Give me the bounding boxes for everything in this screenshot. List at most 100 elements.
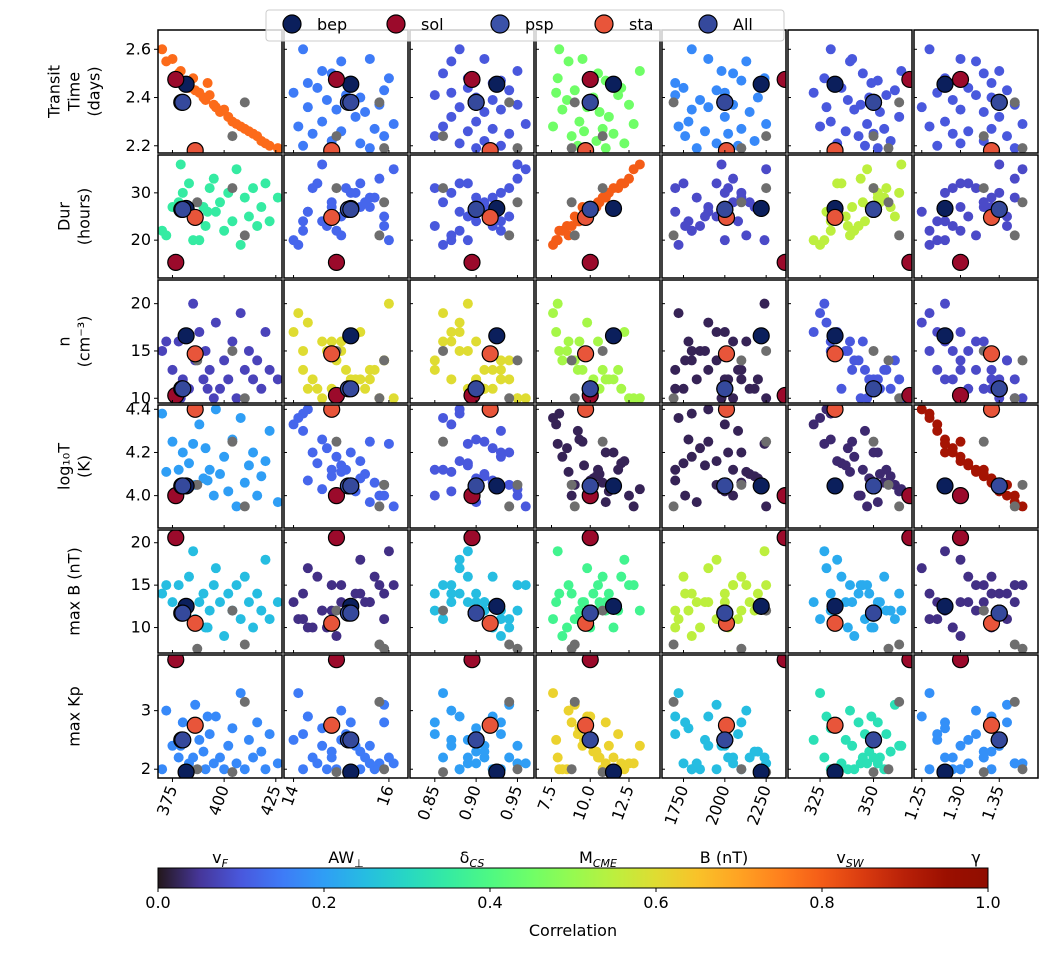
event-point [859, 140, 870, 151]
panel-frame [157, 404, 283, 529]
event-point [691, 192, 702, 203]
marker-All [581, 477, 599, 495]
event-point [881, 90, 892, 101]
excluded-point [192, 764, 203, 775]
event-point [563, 336, 574, 347]
event-point [471, 597, 482, 608]
event-point [552, 73, 563, 84]
event-point [210, 405, 221, 415]
event-point [619, 138, 630, 149]
event-point [188, 752, 199, 763]
marker-All [174, 731, 192, 749]
panel-2-6 [916, 298, 1028, 403]
event-point [552, 235, 563, 246]
excluded-point [504, 393, 515, 403]
event-point [836, 571, 847, 582]
panel-3-0 [158, 405, 282, 512]
panel-3-5 [808, 405, 912, 512]
event-point [994, 66, 1005, 76]
event-point [495, 355, 506, 366]
event-point [548, 614, 559, 625]
event-point [188, 546, 199, 557]
event-point [554, 588, 565, 599]
event-point [932, 364, 943, 375]
marker-All [864, 380, 883, 398]
event-point [321, 94, 332, 105]
colorbar-tick-label: 0.8 [809, 893, 834, 912]
marker-sta [186, 141, 204, 153]
panel-frame [787, 154, 913, 279]
event-point [379, 85, 390, 96]
event-point [588, 588, 599, 599]
event-point [978, 336, 989, 347]
event-point [331, 104, 342, 115]
event-point [695, 622, 706, 633]
event-point [703, 102, 714, 113]
excluded-point [736, 143, 747, 153]
event-point [955, 202, 966, 213]
event-point [198, 588, 209, 599]
event-point [204, 90, 215, 101]
event-point [673, 688, 684, 699]
event-point [723, 752, 734, 763]
event-point [429, 717, 440, 728]
event-point [719, 419, 730, 430]
excluded-point [438, 767, 449, 778]
event-point [158, 44, 168, 55]
event-point [849, 764, 860, 775]
panel-frame [913, 404, 1039, 529]
excluded-point [668, 97, 679, 108]
event-point [512, 740, 523, 751]
event-point [429, 605, 440, 616]
marker-bep [604, 327, 623, 345]
marker-sta [481, 716, 499, 734]
excluded-point [569, 97, 580, 108]
label-main: δ [460, 848, 470, 867]
event-point [471, 143, 482, 153]
event-point [600, 143, 611, 153]
event-point [761, 164, 772, 175]
event-point [728, 464, 739, 475]
event-point [634, 393, 645, 403]
marker-bep [752, 477, 770, 495]
marker-sta [826, 141, 844, 153]
marker-bep [488, 477, 506, 495]
event-point [686, 451, 697, 462]
colorbar-label: Correlation [529, 921, 617, 940]
event-point [683, 605, 694, 616]
event-point [733, 364, 744, 375]
event-point [462, 126, 473, 137]
x-tick-label: 1.25 [900, 783, 930, 823]
event-point [235, 308, 246, 319]
event-point [894, 588, 905, 599]
event-point [678, 82, 689, 93]
event-point [204, 464, 215, 475]
event-point [307, 752, 318, 763]
marker-sta [826, 716, 844, 734]
event-point [608, 128, 619, 139]
event-point [302, 317, 313, 328]
event-point [566, 490, 577, 501]
event-point [552, 438, 563, 449]
event-point [744, 107, 755, 117]
event-point [331, 631, 342, 642]
event-point [557, 355, 568, 366]
event-point [723, 447, 734, 458]
event-point [512, 173, 523, 184]
excluded-point [1009, 230, 1020, 241]
event-point [670, 383, 681, 394]
marker-sta [323, 208, 341, 227]
event-point [298, 425, 309, 436]
event-point [572, 364, 583, 375]
event-point [847, 202, 858, 213]
legend-label-All: All [733, 15, 753, 34]
excluded-point [504, 501, 515, 512]
event-point [307, 374, 318, 385]
marker-sol [776, 253, 786, 271]
event-point [548, 308, 559, 319]
event-point [161, 705, 172, 716]
event-point [520, 119, 531, 130]
event-point [454, 178, 465, 189]
event-point [600, 717, 611, 728]
excluded-point [597, 183, 608, 194]
